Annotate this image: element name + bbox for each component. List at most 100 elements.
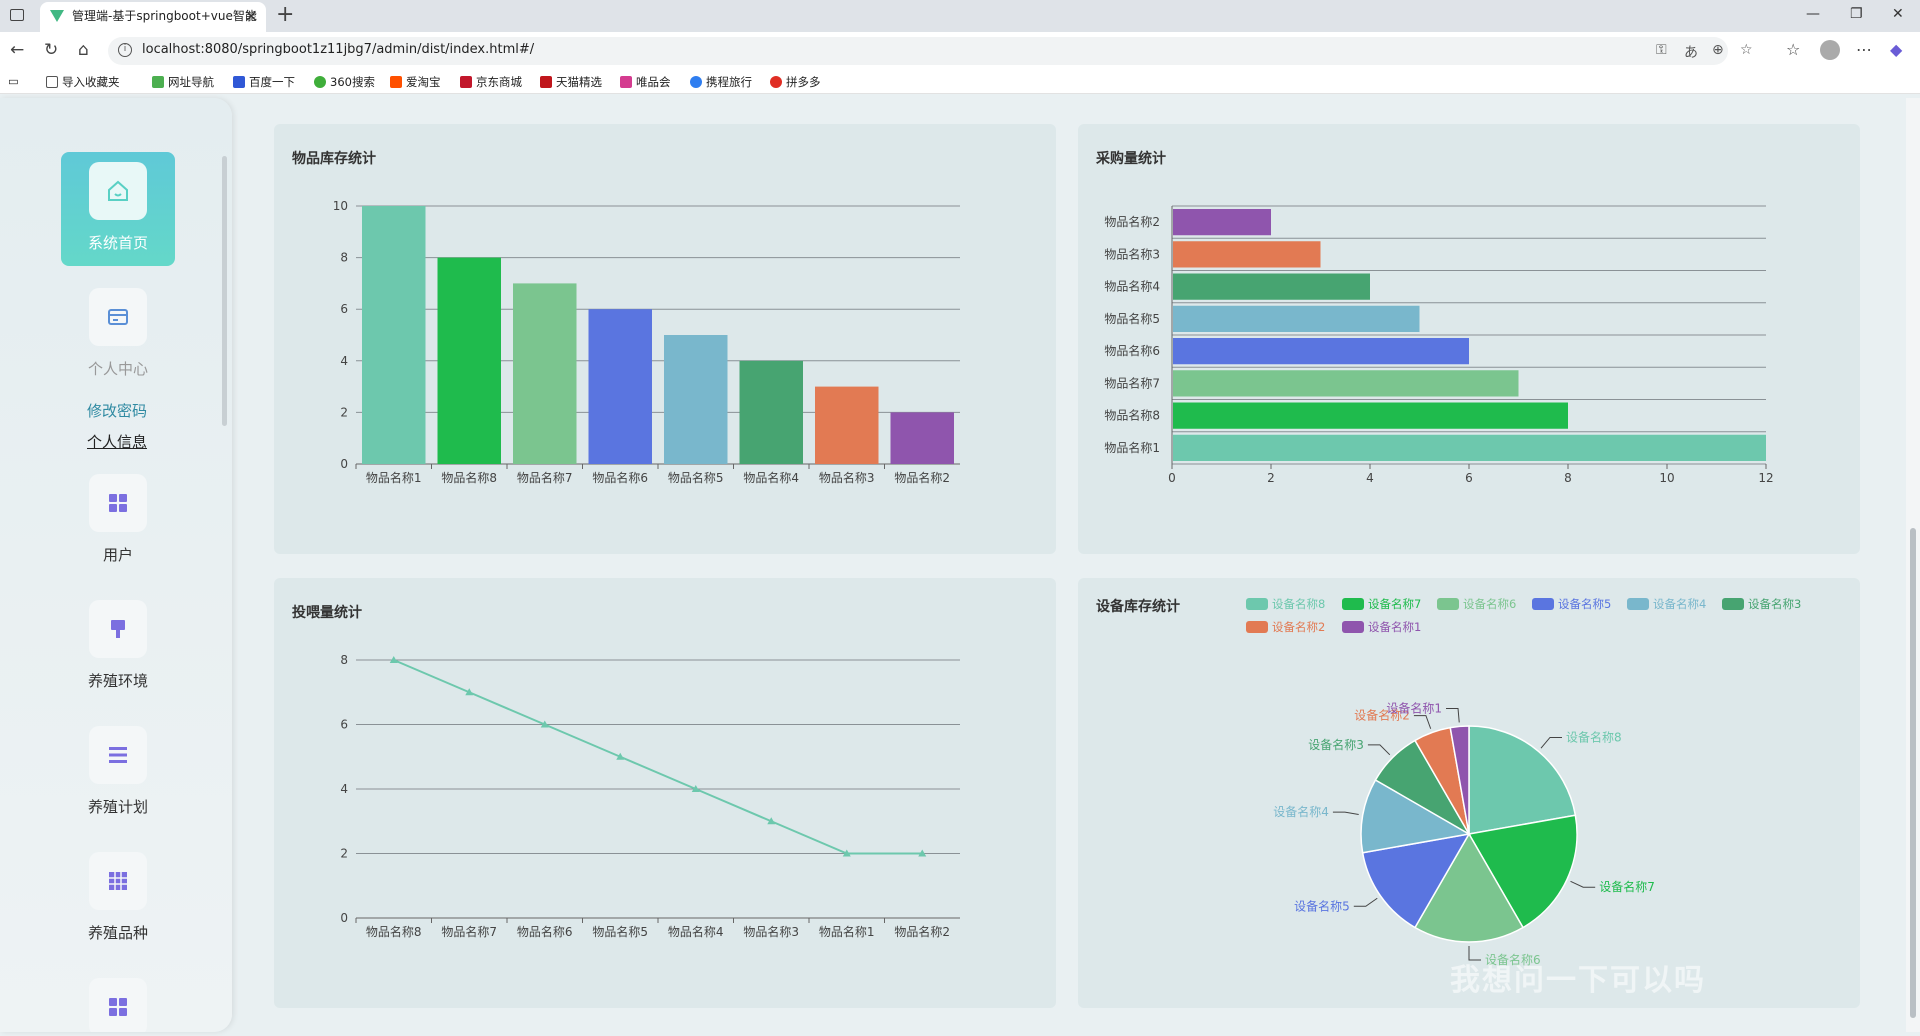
new-tab-icon[interactable]: + [276, 2, 295, 27]
pie-label-line [1332, 811, 1359, 816]
sidebar-item-breed[interactable]: 养殖品种 [61, 842, 175, 943]
stock-chart-card: 物品库存统计 0 2 4 6 8 10 物品名称1 物品名称8 物品名称7 物品名称6 物品名称5 物… [274, 124, 1056, 554]
y-tick-label: 物品名称6 [1104, 343, 1160, 358]
feed-chart: 0 2 4 6 8 物品名称8 物品名称7 物品名称6 物品名称5 物品名称4 物品名称3 物品名称1… [340, 653, 960, 939]
back-icon[interactable]: ← [10, 40, 25, 60]
translate-icon[interactable]: あ [1684, 45, 1698, 61]
y-tick-label: 0 [340, 911, 348, 925]
x-tick-label: 6 [1465, 471, 1473, 485]
data-point [616, 752, 625, 760]
grid-icon [89, 978, 147, 1032]
profile-avatar[interactable] [1820, 40, 1840, 60]
x-tick-label: 物品名称1 [819, 924, 875, 939]
pie-label: 设备名称2 [1354, 708, 1410, 723]
close-window-icon[interactable]: ✕ [1892, 6, 1904, 22]
sidebar-scrollbar[interactable] [222, 156, 227, 426]
x-tick-label: 物品名称2 [894, 924, 950, 939]
page-scrollbar[interactable] [1906, 98, 1920, 1032]
favorite-star-icon[interactable]: ☆ [1740, 42, 1753, 58]
key-icon[interactable]: ⚿ [1656, 42, 1667, 58]
sidebar-item-label: 养殖计划 [87, 798, 148, 816]
zoom-icon[interactable]: ⊕ [1712, 42, 1724, 58]
y-tick-label: 6 [340, 718, 348, 732]
bar [1173, 305, 1420, 332]
x-tick-label: 物品名称5 [668, 470, 724, 485]
sidebar-item-label: 个人中心 [87, 360, 148, 378]
series-line [393, 659, 923, 855]
submenu-personal-info[interactable]: 个人信息 [87, 433, 148, 451]
legend-label: 设备名称4 [1653, 597, 1706, 611]
sidebar-item-user[interactable]: 用户 [61, 464, 175, 565]
x-tick-label: 物品名称5 [592, 924, 648, 939]
url-field[interactable]: i localhost:8080/springboot1z11jbg7/admi… [108, 37, 1753, 65]
x-tick-label: 4 [1366, 471, 1374, 485]
y-tick-label: 物品名称3 [1104, 246, 1160, 261]
tab-actions-icon[interactable] [10, 9, 24, 21]
x-tick-label: 物品名称4 [668, 924, 724, 939]
y-tick-label: 2 [340, 405, 348, 419]
reload-icon[interactable]: ↻ [44, 40, 59, 60]
bookmark-jd[interactable]: 京东商城 [460, 74, 522, 90]
sidebar-item-center[interactable]: 个人中心 [61, 278, 175, 379]
bookmark-pdd[interactable]: 拼多多 [770, 74, 821, 90]
legend-swatch [1342, 598, 1364, 610]
page-scroll-thumb[interactable] [1910, 528, 1916, 1018]
submenu-change-password[interactable]: 修改密码 [87, 402, 148, 420]
reading-icon[interactable]: ▭ [8, 74, 19, 88]
y-tick-label: 10 [333, 199, 348, 213]
bar [588, 309, 652, 464]
sidebar-item-home[interactable]: 系统首页 [61, 152, 175, 266]
sidebar: 系统首页 个人中心 修改密码 个人信息 用户 养殖环境 养殖计划 养殖品种 [0, 98, 232, 1032]
list-icon [89, 726, 147, 784]
browser-tab[interactable]: 管理端-基于springboot+vue智能 × [40, 2, 266, 32]
copilot-icon[interactable]: ◆ [1890, 40, 1903, 59]
sidebar-item-env[interactable]: 养殖环境 [61, 590, 175, 691]
home-icon[interactable]: ⌂ [78, 40, 89, 60]
bookmark-ctrip[interactable]: 携程旅行 [690, 74, 752, 90]
data-point [767, 817, 776, 825]
data-point [540, 720, 549, 728]
bar [1173, 434, 1766, 461]
bookmark-vip[interactable]: 唯品会 [620, 74, 671, 90]
tab-title: 管理端-基于springboot+vue智能 [72, 9, 257, 23]
brush-icon [89, 600, 147, 658]
more-icon[interactable]: ⋯ [1856, 40, 1872, 59]
baidu-icon [233, 76, 245, 88]
legend-label: 设备名称8 [1272, 597, 1325, 611]
legend-label: 设备名称2 [1272, 620, 1325, 634]
bookmark-import[interactable]: 导入收藏夹 [46, 74, 120, 90]
x-tick-label: 物品名称3 [819, 470, 875, 485]
device-chart-title: 设备库存统计 [1096, 599, 1180, 615]
bookmark-360[interactable]: 360搜索 [314, 74, 375, 90]
bookmark-taobao[interactable]: 爱淘宝 [390, 74, 441, 90]
y-tick-label: 8 [340, 653, 348, 667]
bar [1173, 273, 1370, 300]
minimize-icon[interactable]: — [1806, 6, 1820, 22]
bar [890, 412, 954, 464]
url-text[interactable]: localhost:8080/springboot1z11jbg7/admin/… [142, 42, 535, 57]
purchase-chart: 0 2 4 6 8 10 12 物品名称1 物品名称8 物品名称7 物品名称6 物品名称5 物品名称4 物… [1104, 205, 1774, 485]
x-tick-label: 物品名称2 [894, 470, 950, 485]
pie-slice [1360, 778, 1472, 854]
pie-slice [1468, 725, 1577, 835]
table-icon [89, 852, 147, 910]
sidebar-item-plan[interactable]: 养殖计划 [61, 716, 175, 817]
purchase-chart-card: 采购量统计 0 2 4 6 8 10 12 物品名称1 物品名称8 物品名称7 物品名称6 物品名称5… [1078, 124, 1860, 554]
legend-swatch [1627, 598, 1649, 610]
stock-chart-title: 物品库存统计 [292, 151, 376, 167]
sidebar-item-more[interactable] [61, 968, 175, 1032]
pie-label: 设备名称4 [1273, 804, 1329, 819]
legend-swatch [1437, 598, 1459, 610]
bookmark-nav[interactable]: 网址导航 [152, 74, 214, 90]
vue-logo-icon [50, 10, 64, 22]
tab-close-icon[interactable]: × [244, 6, 258, 25]
favorites-icon[interactable]: ☆ [1786, 40, 1801, 59]
y-tick-label: 物品名称2 [1104, 214, 1160, 229]
bookmark-tmall[interactable]: 天猫精选 [540, 74, 602, 90]
pie-label-line [1446, 707, 1460, 723]
restore-icon[interactable]: ❐ [1850, 6, 1863, 22]
bookmark-baidu[interactable]: 百度一下 [233, 74, 295, 90]
data-point [918, 849, 927, 857]
site-info-icon[interactable]: i [118, 43, 132, 57]
